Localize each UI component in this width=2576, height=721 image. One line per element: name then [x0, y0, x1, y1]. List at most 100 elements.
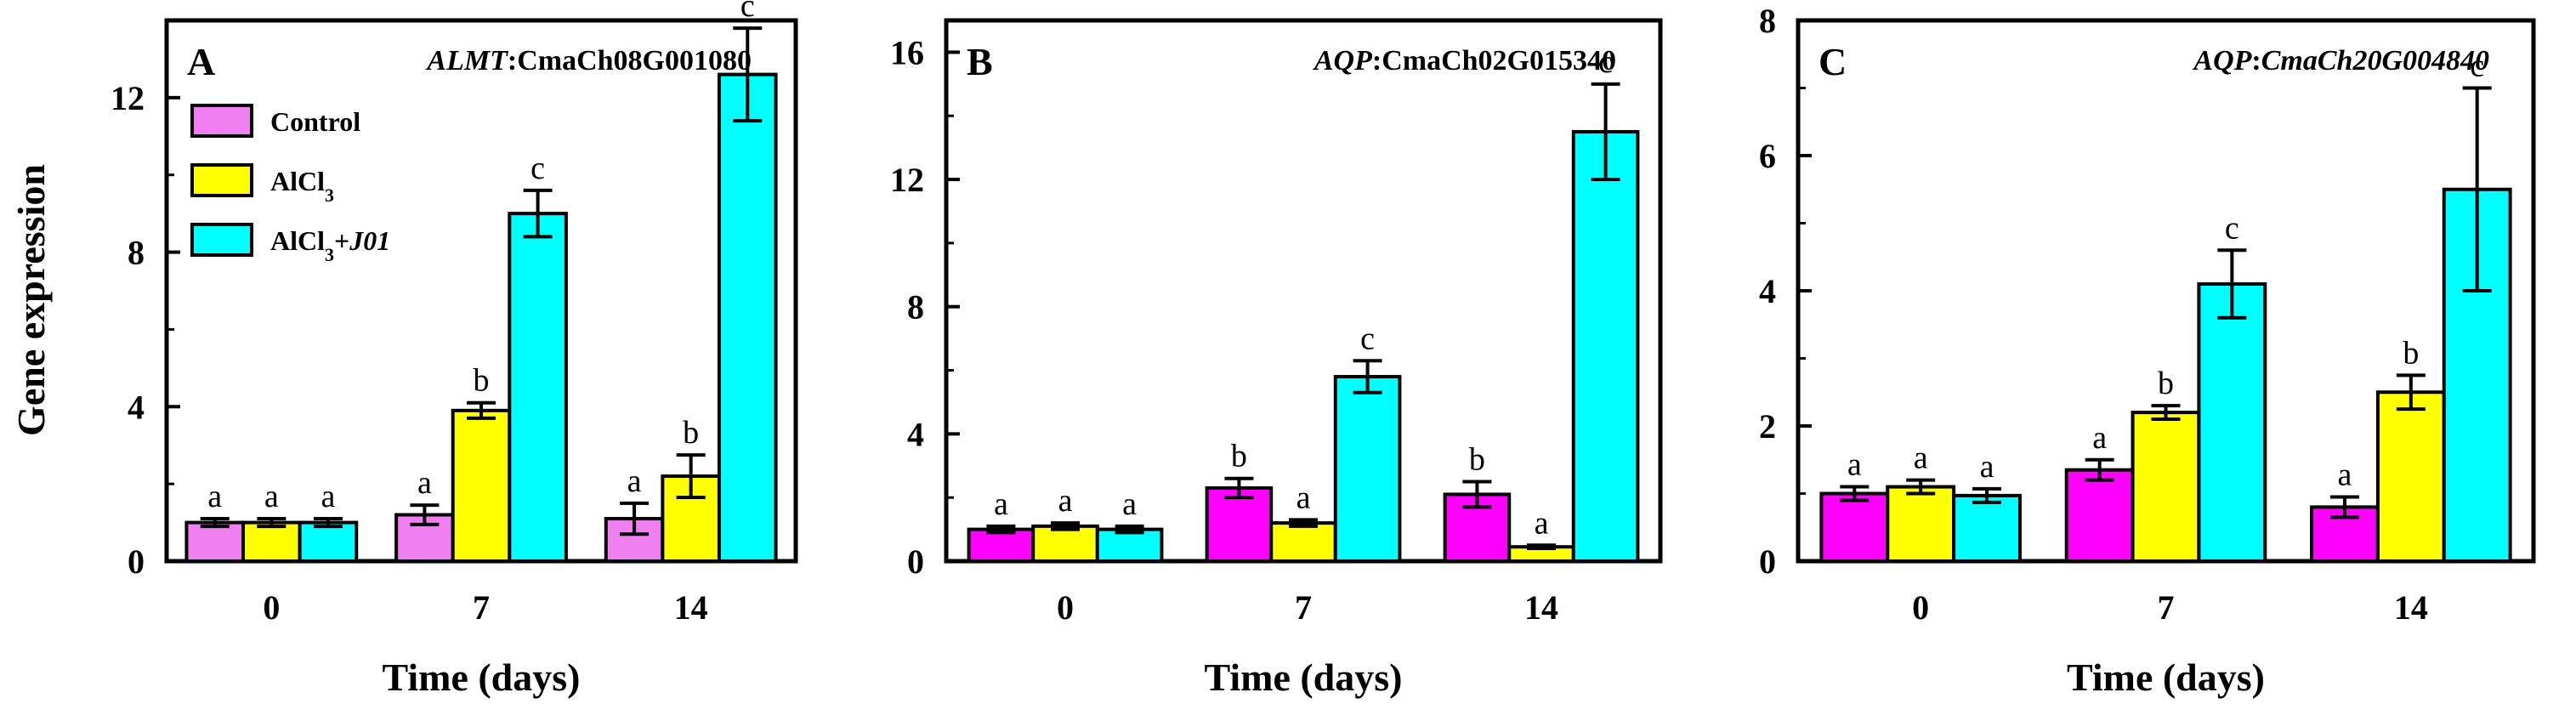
bar — [2375, 390, 2446, 563]
significance-letter: c — [1598, 44, 1613, 80]
legend-swatch — [190, 163, 253, 197]
gene-separator: : — [2251, 45, 2261, 77]
significance-letter: a — [1535, 505, 1549, 541]
bar — [451, 408, 512, 564]
significance-letter: a — [207, 479, 222, 514]
x-tick-label: 14 — [674, 588, 708, 627]
bar — [2197, 282, 2267, 563]
chart-panel-a: 0 4 8 12 a a a 0 a b c 7 a b c 14 Time (days) A ALMT:CmaCh… — [111, 0, 798, 699]
significance-letter: a — [1297, 480, 1311, 515]
y-tick-label: 2 — [1759, 407, 1776, 446]
significance-letter: a — [417, 465, 432, 501]
y-tick-label: 8 — [1759, 2, 1776, 40]
gene-id: CmaCh20G004840 — [2261, 45, 2489, 77]
bar — [604, 517, 665, 563]
bar — [967, 527, 1036, 564]
x-tick-label: 7 — [473, 588, 490, 627]
gene-title: AQP:CmaCh02G015340 — [1313, 45, 1616, 77]
y-tick-label: 0 — [128, 542, 145, 581]
y-tick-label: 12 — [890, 161, 924, 199]
y-tick-label: 0 — [907, 542, 924, 581]
bar — [508, 212, 568, 563]
legend-label-sub: 3 — [325, 244, 334, 265]
panel-letter: B — [967, 40, 993, 83]
significance-letter: c — [2225, 210, 2239, 246]
legend-label-suffix: + — [334, 225, 349, 256]
significance-letter: a — [2338, 457, 2352, 492]
legend-label-main: AlCl — [270, 166, 325, 196]
x-axis-title: Time (days) — [1205, 656, 1403, 699]
y-tick-label: 8 — [128, 234, 145, 272]
legend-label-sub: 3 — [325, 185, 334, 206]
legend-label: AlCl3 — [270, 166, 334, 206]
y-tick-label: 6 — [1759, 137, 1776, 175]
gene-title: AQP:CmaCh20G004840 — [2192, 45, 2489, 77]
significance-letter: a — [1914, 440, 1928, 476]
significance-letter: b — [2158, 366, 2174, 401]
significance-letter: a — [321, 479, 335, 514]
significance-letter: a — [1122, 486, 1137, 522]
significance-letter: a — [627, 463, 642, 499]
y-tick-label: 8 — [907, 288, 924, 326]
gene-id: CmaCh02G015340 — [1382, 45, 1616, 77]
legend-label: Control — [270, 106, 360, 137]
x-tick-label: 0 — [1057, 588, 1074, 627]
gene-separator: : — [508, 45, 517, 77]
significance-letter: a — [994, 486, 1008, 522]
bar — [1205, 485, 1274, 563]
panels: 0 4 8 12 a a a 0 a b c 7 a b c 14 Time (days) A ALMT:CmaCh… — [111, 0, 2536, 699]
bar — [241, 520, 302, 563]
significance-letter: c — [531, 150, 545, 186]
significance-letter: b — [1469, 441, 1485, 477]
y-tick-label: 4 — [128, 388, 145, 426]
bar — [1886, 485, 1956, 563]
y-tick-label: 0 — [1759, 542, 1776, 581]
x-tick-label: 0 — [263, 588, 280, 627]
significance-letter: c — [1360, 321, 1375, 356]
significance-letter: b — [474, 363, 490, 399]
gene-title: ALMT:CmaCh08G001080 — [425, 45, 752, 77]
bar — [1269, 521, 1337, 564]
bar — [2064, 468, 2135, 563]
gene-separator: : — [1372, 45, 1382, 77]
significance-letter: a — [1980, 449, 1994, 485]
panel-letter: A — [187, 40, 215, 83]
legend-swatch — [190, 223, 253, 257]
legend-label-strain: J01 — [349, 225, 390, 256]
significance-letter: c — [740, 0, 755, 24]
y-tick-label: 12 — [111, 79, 145, 117]
panel-letter: C — [1819, 40, 1847, 83]
bar — [1031, 524, 1099, 563]
chart-panel-b: 0 4 8 12 16 a a a 0 b a c 7 b a c 14 Time (days) B AQP:CmaC… — [890, 18, 1663, 699]
significance-letter: a — [2092, 420, 2107, 456]
significance-letter: a — [1847, 447, 1862, 483]
x-axis-title: Time (days) — [2067, 656, 2265, 699]
x-tick-label: 7 — [1295, 588, 1312, 627]
legend-label: AlCl3+J01 — [270, 225, 390, 265]
significance-letter: c — [2470, 48, 2484, 84]
bar — [1095, 527, 1164, 564]
significance-letter: a — [1058, 483, 1073, 519]
bar — [717, 72, 778, 564]
x-tick-label: 7 — [2158, 588, 2175, 627]
legend-label-main: AlCl — [270, 225, 325, 256]
legend-label-main: Control — [270, 106, 360, 137]
gene-family: AQP — [2192, 45, 2251, 77]
legend-swatch — [190, 104, 253, 138]
significance-letter: b — [683, 415, 699, 451]
gene-family: AQP — [1313, 45, 1372, 77]
significance-letter: b — [2403, 335, 2419, 371]
y-tick-label: 16 — [890, 33, 924, 71]
bar — [1333, 375, 1402, 564]
y-tick-label: 4 — [907, 415, 924, 453]
bar — [2131, 411, 2201, 563]
gene-id: CmaCh08G001080 — [517, 45, 752, 77]
bar — [1952, 493, 2022, 564]
bar — [184, 520, 246, 563]
x-axis-title: Time (days) — [383, 656, 581, 699]
bar — [1571, 129, 1640, 564]
y-axis-title: Gene expression — [9, 164, 53, 436]
significance-letter: b — [1231, 439, 1247, 474]
